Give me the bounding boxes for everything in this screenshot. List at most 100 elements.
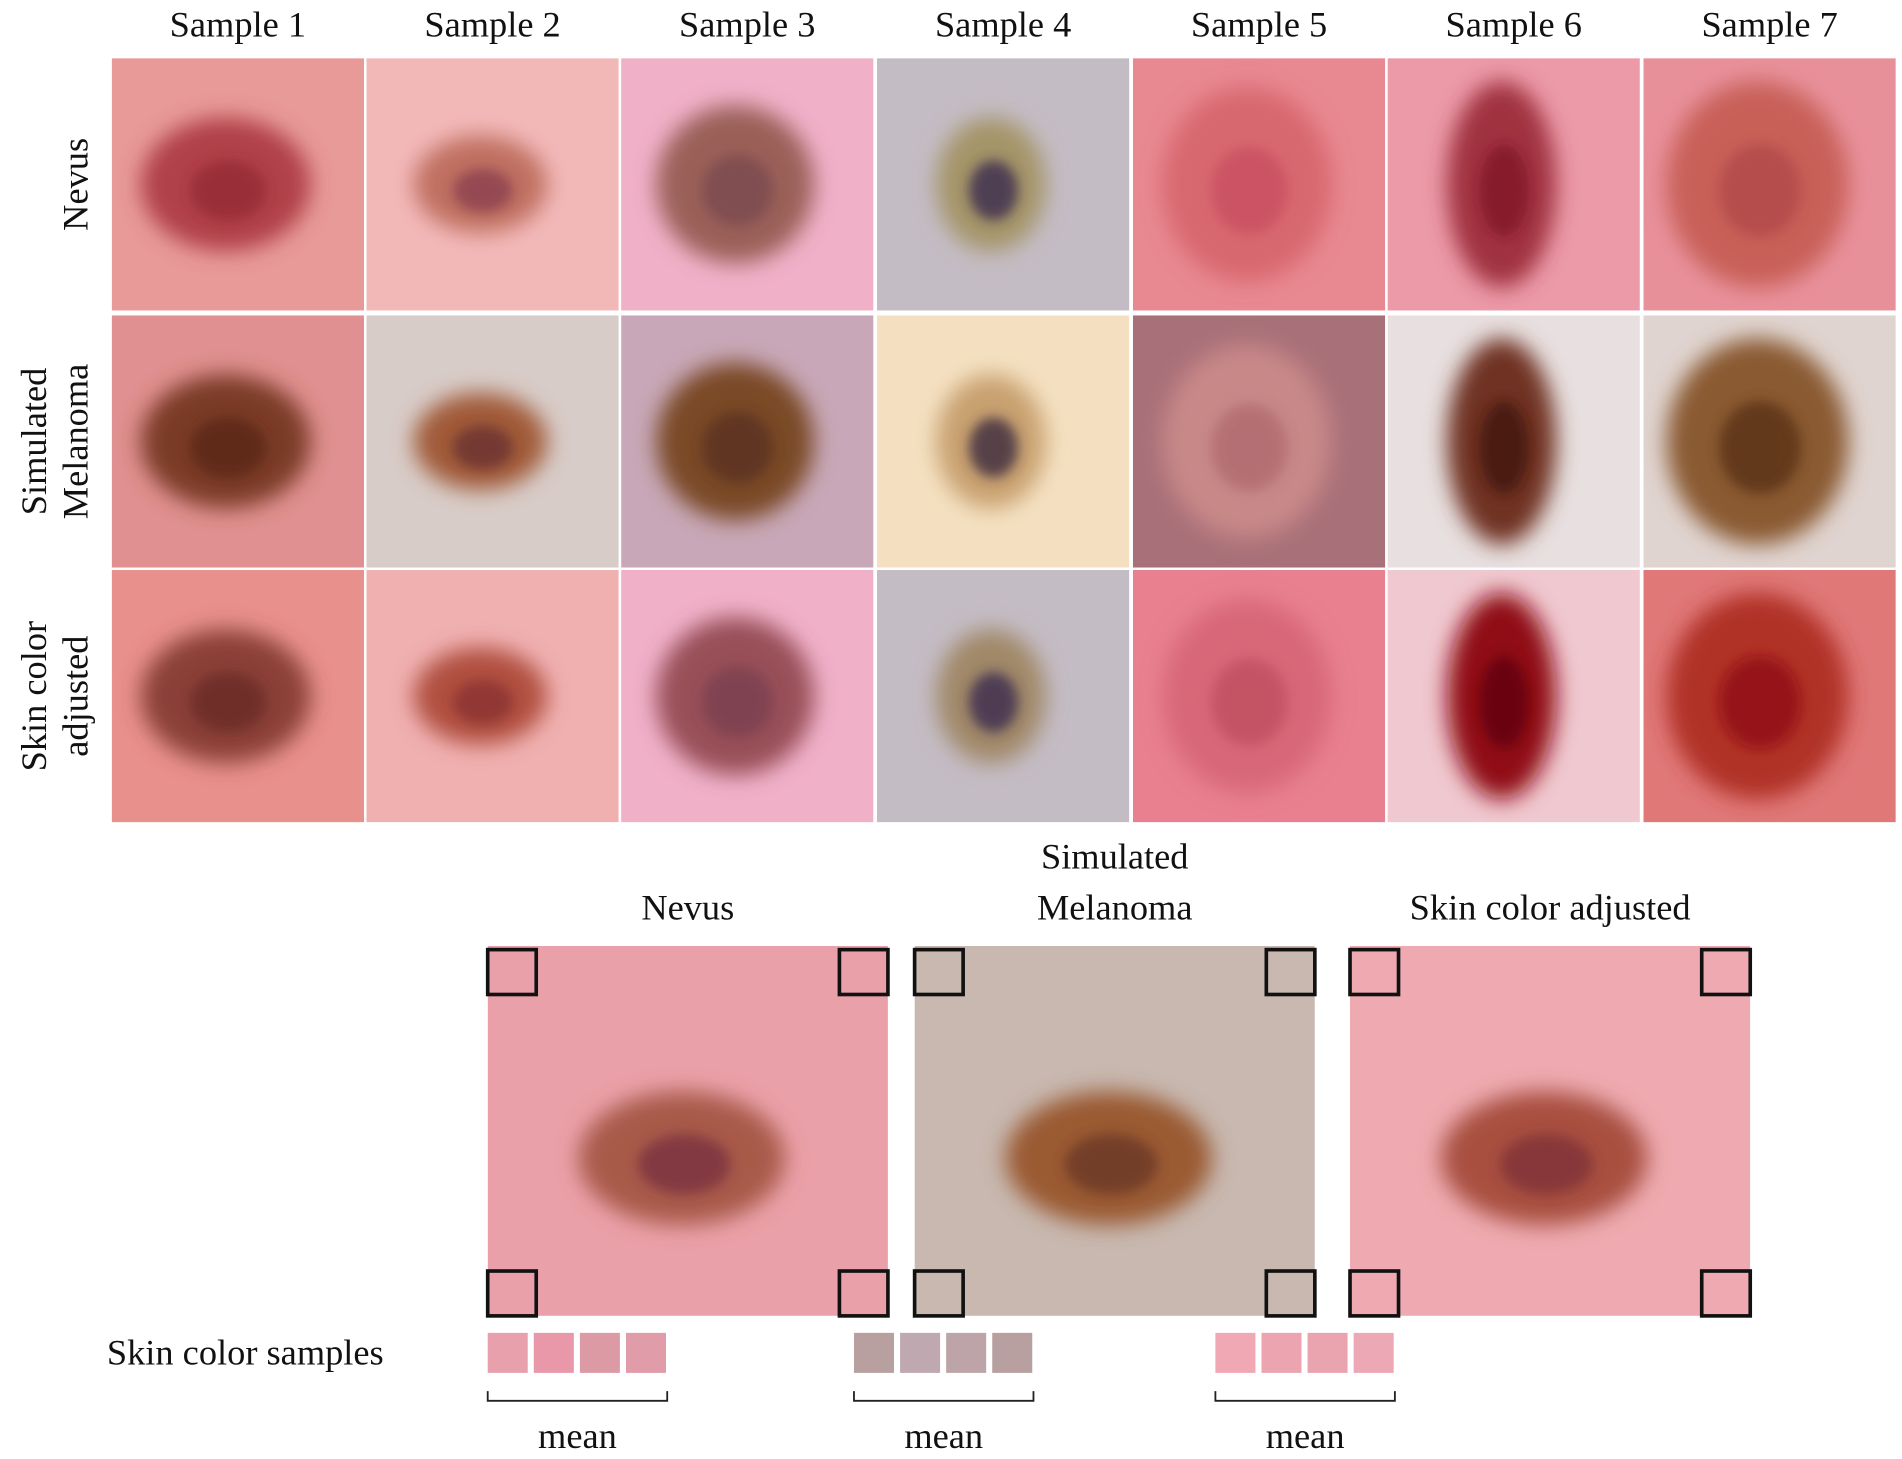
lesion-image	[111, 570, 365, 823]
image-content	[1643, 315, 1896, 568]
mean-label: mean	[904, 1416, 983, 1456]
sample-box	[485, 1269, 539, 1318]
image-content	[1643, 58, 1896, 311]
mean-label: mean	[538, 1416, 617, 1456]
lesion-image	[1132, 58, 1386, 311]
panel-title: Skin color adjusted	[1410, 887, 1691, 927]
lesion-core	[452, 425, 513, 470]
image-content	[366, 570, 619, 823]
color-swatch	[1215, 1332, 1256, 1373]
lesion-core	[1719, 401, 1801, 494]
lesion-core	[1479, 401, 1529, 494]
sample-box	[485, 947, 539, 997]
lesion-core	[1500, 1134, 1593, 1195]
color-swatch	[1353, 1332, 1394, 1373]
column-header: Sample 4	[935, 4, 1071, 44]
lesion-core	[1479, 655, 1529, 749]
panel-title: Melanoma	[1037, 887, 1193, 927]
image-content	[1132, 570, 1386, 823]
lesion-core	[1719, 144, 1801, 237]
lesion-image	[1387, 570, 1640, 823]
color-swatch	[487, 1332, 528, 1373]
lesion-core	[702, 666, 774, 738]
mean-label: mean	[1266, 1416, 1345, 1456]
row-label: Simulated	[14, 368, 54, 516]
lesion-core	[637, 1134, 731, 1195]
color-swatch	[579, 1332, 620, 1373]
bracket	[486, 1391, 669, 1402]
lesion-image	[366, 58, 619, 311]
lesion-image	[877, 570, 1130, 823]
sample-box	[1348, 1269, 1401, 1318]
lesion-core	[189, 417, 267, 478]
lesion-image	[914, 945, 1315, 1316]
sample-box	[1699, 947, 1753, 997]
image-content	[111, 315, 365, 568]
image-content	[1132, 58, 1386, 311]
sample-box	[1264, 947, 1317, 997]
lesion-image	[1387, 315, 1640, 568]
image-content	[1387, 315, 1640, 568]
color-swatch	[853, 1332, 894, 1373]
color-swatch	[992, 1332, 1033, 1373]
image-content	[1387, 58, 1640, 311]
lesion-core	[452, 168, 513, 213]
lesion-image	[1643, 570, 1896, 823]
column-header: Sample 7	[1701, 4, 1837, 44]
lesion-image	[1643, 58, 1896, 311]
lesion-image	[366, 315, 619, 568]
lesion-image	[1387, 58, 1640, 311]
color-swatch	[533, 1332, 574, 1373]
row-label: Skin color	[14, 621, 54, 772]
lesion-core	[189, 672, 267, 733]
column-header: Sample 3	[679, 4, 815, 44]
lesion-image	[621, 570, 874, 823]
column-header: Sample 2	[424, 4, 560, 44]
lesion-image	[1132, 315, 1386, 568]
image-content	[621, 570, 874, 823]
image-content	[487, 945, 888, 1316]
column-header: Sample 1	[170, 4, 306, 44]
lesion-image	[111, 315, 365, 568]
image-content	[111, 570, 365, 823]
lesion-core	[1719, 655, 1801, 749]
image-content	[366, 315, 619, 568]
image-content	[1350, 945, 1751, 1316]
color-swatch	[1261, 1332, 1302, 1373]
lesion-core	[1211, 146, 1288, 235]
image-content	[621, 315, 874, 568]
sample-box	[912, 1269, 965, 1318]
row-label: Melanoma	[55, 364, 95, 520]
column-header: Sample 6	[1446, 4, 1582, 44]
lesion-core	[1479, 144, 1529, 237]
lesion-core	[702, 412, 774, 483]
image-content	[877, 58, 1130, 311]
lesion-core	[968, 672, 1019, 733]
image-content	[877, 570, 1130, 823]
image-content	[621, 58, 874, 311]
lesion-core	[1064, 1134, 1158, 1195]
image-content	[914, 945, 1315, 1316]
lesion-image	[1643, 315, 1896, 568]
sample-box	[837, 1269, 890, 1318]
bracket	[853, 1391, 1035, 1402]
image-content	[366, 58, 619, 311]
image-content	[111, 58, 365, 311]
column-header: Sample 5	[1191, 4, 1327, 44]
color-swatch	[625, 1332, 666, 1373]
lesion-image	[621, 58, 874, 311]
lesion-image	[487, 945, 888, 1316]
lesion-image	[111, 58, 365, 311]
image-content	[1132, 315, 1386, 568]
lesion-image	[877, 315, 1130, 568]
sample-box	[1699, 1269, 1753, 1318]
lesion-image	[621, 315, 874, 568]
image-content	[1643, 570, 1896, 823]
bracket	[1214, 1391, 1396, 1402]
samples-label: Skin color samples	[107, 1332, 384, 1372]
color-swatch	[1307, 1332, 1348, 1373]
lesion-core	[968, 160, 1019, 221]
lesion-core	[452, 680, 513, 725]
row-label: adjusted	[55, 636, 95, 757]
